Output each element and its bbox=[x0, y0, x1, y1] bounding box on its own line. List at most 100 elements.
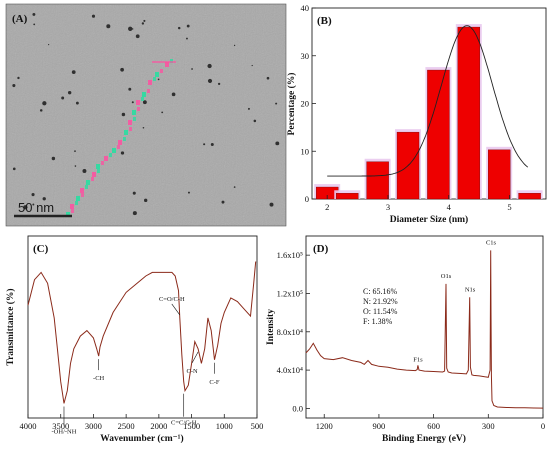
nanoparticle bbox=[135, 34, 140, 39]
nanoparticle bbox=[142, 126, 145, 129]
lattice-fringe-mark bbox=[112, 148, 116, 153]
lattice-fringe-mark bbox=[123, 137, 126, 141]
ftir-spectrum-line bbox=[27, 261, 257, 404]
lattice-fringe-mark bbox=[137, 107, 140, 111]
histogram-bar bbox=[457, 26, 481, 200]
lattice-fringe-mark bbox=[133, 117, 136, 121]
nanoparticle bbox=[269, 202, 274, 207]
nanoparticle bbox=[191, 68, 193, 70]
nanoparticle bbox=[61, 96, 65, 100]
nanoparticle bbox=[247, 107, 250, 110]
nanoparticle bbox=[121, 112, 126, 117]
panel-b-size-histogram: 2 3 4 5 0 10 20 30 40 (B) Diameter Size (nm) Per… bbox=[286, 3, 547, 225]
histogram-x-tick-label: 2 bbox=[325, 202, 329, 212]
nanoparticle bbox=[266, 76, 270, 80]
ftir-x-tick-label: 1500 bbox=[183, 421, 200, 431]
panel-a-label: (A) bbox=[12, 13, 28, 25]
nanoparticle bbox=[42, 197, 46, 201]
histogram-y-tick-label: 30 bbox=[301, 51, 310, 61]
panel-a-tem-image: (A) 50 nm bbox=[5, 3, 287, 227]
nanoparticle bbox=[131, 101, 134, 104]
nanoparticle bbox=[42, 101, 47, 106]
nanoparticle bbox=[128, 26, 133, 31]
nanoparticle bbox=[144, 198, 148, 203]
histogram-bar bbox=[427, 69, 450, 200]
nanoparticle bbox=[74, 165, 77, 167]
lattice-fringe-mark bbox=[136, 100, 140, 105]
panel-b-label: (B) bbox=[317, 15, 332, 27]
lattice-fringe-mark bbox=[97, 169, 100, 173]
nanoparticle bbox=[141, 22, 145, 25]
lattice-fringe-mark bbox=[117, 145, 120, 149]
nanoparticle bbox=[75, 101, 79, 105]
histogram-bar bbox=[488, 149, 511, 200]
nanoparticle bbox=[171, 92, 176, 97]
xps-x-label: Binding Energy (eV) bbox=[382, 433, 466, 444]
xps-x-tick-label: 900 bbox=[373, 421, 386, 431]
nanoparticle bbox=[275, 141, 280, 146]
nanoparticle bbox=[187, 191, 190, 194]
nanoparticle bbox=[251, 64, 253, 67]
nanoparticle bbox=[143, 19, 146, 22]
nanoparticle bbox=[39, 109, 43, 112]
histogram-bars bbox=[314, 24, 543, 200]
ftir-x-tick-label: 2500 bbox=[118, 421, 135, 431]
lattice-fringe-mark bbox=[153, 77, 156, 81]
ftir-annotation-arrow bbox=[171, 303, 181, 316]
ftir-annotation-label: C-N bbox=[187, 368, 199, 375]
ftir-x-tick-label: 1000 bbox=[216, 421, 233, 431]
ftir-x-tick-label: 3000 bbox=[85, 421, 102, 431]
nanoparticle bbox=[106, 24, 111, 29]
xps-peak-label: C1s bbox=[486, 240, 497, 247]
lattice-fringe-mark bbox=[132, 110, 136, 115]
xps-peak-label: O1s bbox=[441, 273, 452, 280]
nanoparticle bbox=[157, 78, 160, 81]
ftir-annotation-label: -CH bbox=[93, 375, 105, 382]
nanoparticle bbox=[12, 167, 16, 171]
xps-composition-entry: F: 1.38% bbox=[363, 317, 393, 326]
lattice-fringe-mark bbox=[86, 180, 90, 185]
nanoparticle bbox=[48, 43, 50, 46]
lattice-fringe-mark bbox=[76, 196, 80, 201]
xps-x-tick-label: 600 bbox=[427, 421, 440, 431]
gaussian-fit-curve bbox=[327, 25, 529, 177]
ftir-x-label: Wavenumber (cm⁻¹) bbox=[100, 433, 183, 444]
xps-y-tick-label: 8.0x10⁴ bbox=[277, 327, 303, 337]
xps-peak-label: N1s bbox=[465, 287, 476, 294]
lattice-fringe-mark bbox=[96, 164, 100, 169]
nanoparticle bbox=[161, 111, 164, 114]
nanoparticle bbox=[233, 44, 236, 47]
ftir-y-label: Transmittance (%) bbox=[5, 288, 16, 365]
nanoparticle bbox=[91, 14, 96, 18]
xps-composition-entry: C: 65.16% bbox=[363, 287, 398, 296]
histogram-x-tick-label: 3 bbox=[386, 202, 390, 212]
lattice-fringe-mark bbox=[91, 177, 94, 181]
lattice-fringe-mark bbox=[104, 156, 108, 161]
lattice-fringe-mark bbox=[118, 140, 122, 145]
lattice-fringe-mark bbox=[81, 193, 84, 197]
ftir-x-tick-label: 4000 bbox=[20, 421, 37, 431]
panel-c-ftir-spectrum: 4000 3500 3000 2500 2000 1500 1000 500 -OH/-NH-… bbox=[5, 235, 264, 444]
histogram-x-tick-label: 4 bbox=[447, 202, 452, 212]
xps-y-tick-label: 1.6x10⁵ bbox=[277, 250, 303, 260]
xps-composition-list: C: 65.16%N: 21.92%O: 11.54%F: 1.38% bbox=[363, 287, 398, 326]
nanoparticle bbox=[233, 186, 236, 188]
nanoparticle bbox=[74, 150, 76, 152]
nanoparticle bbox=[207, 63, 212, 69]
nanoparticle bbox=[51, 156, 56, 161]
xps-y-tick-label: 0.0 bbox=[292, 403, 303, 413]
ftir-annotation-label: C=C/C-H bbox=[171, 420, 197, 427]
lattice-fringe-mark bbox=[155, 72, 159, 77]
histogram-x-tick-label: 5 bbox=[507, 202, 511, 212]
nanoparticle bbox=[120, 151, 125, 155]
panel-d-label: (D) bbox=[313, 243, 329, 255]
nanoparticles bbox=[12, 12, 280, 216]
nanoparticle bbox=[210, 142, 214, 146]
histogram-y-tick-label: 40 bbox=[301, 3, 310, 13]
lattice-fringe-mark bbox=[165, 62, 169, 67]
ftir-plot-area bbox=[27, 235, 258, 419]
ftir-x-tick-label: 500 bbox=[251, 421, 264, 431]
nanoparticle bbox=[132, 211, 137, 216]
xps-x-tick-label: 1200 bbox=[316, 421, 333, 431]
nanoparticle bbox=[33, 23, 36, 26]
